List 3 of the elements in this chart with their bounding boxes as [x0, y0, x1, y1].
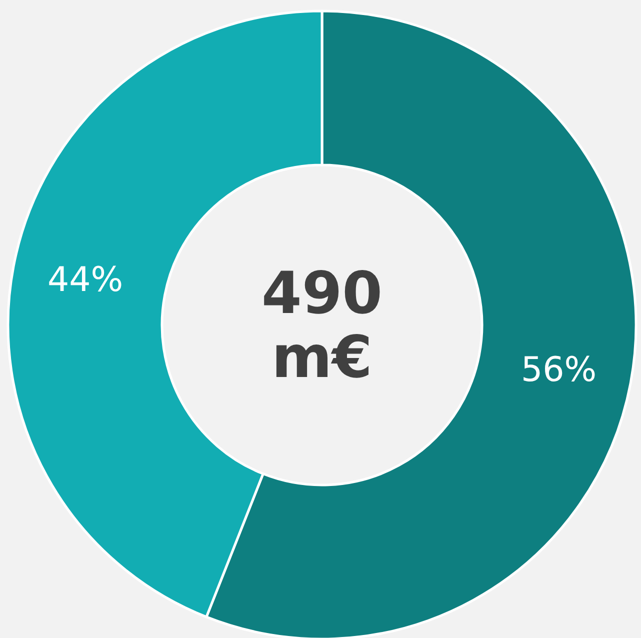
data-label: 56% [520, 350, 597, 390]
text: 490 m€ [261, 259, 383, 391]
data-label: 44% [47, 260, 124, 300]
